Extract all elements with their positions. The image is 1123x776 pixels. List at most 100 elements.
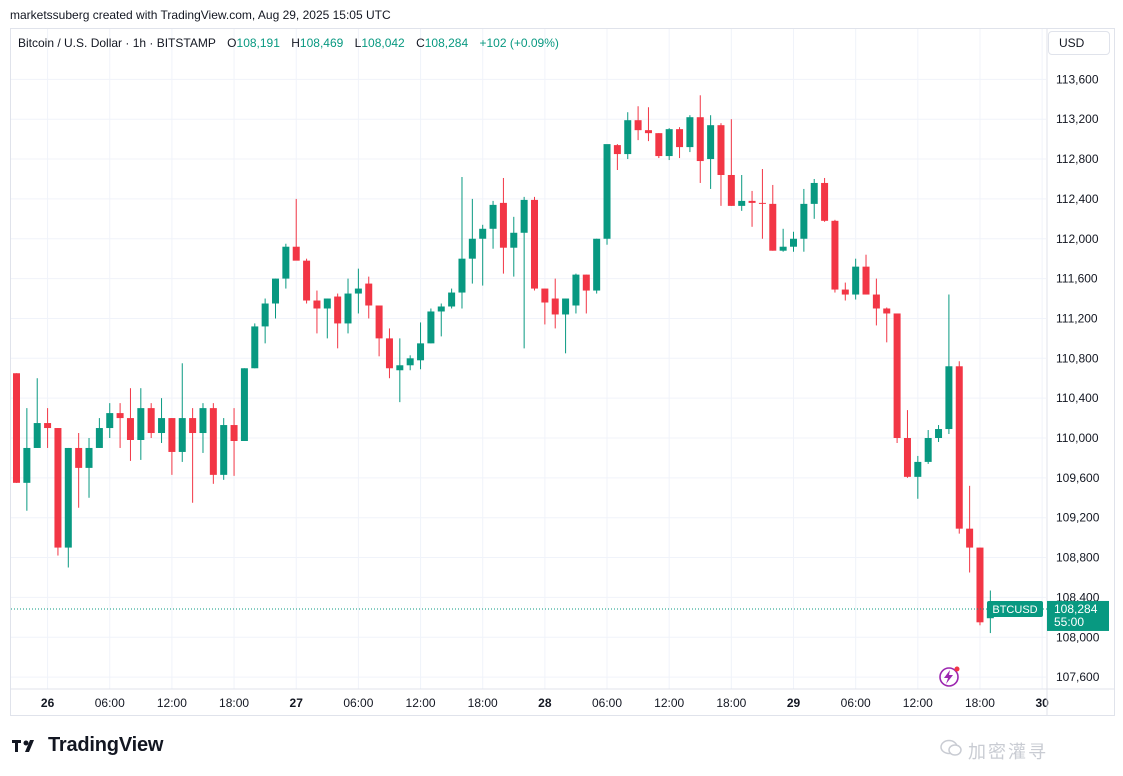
candle[interactable]	[893, 313, 901, 443]
candle[interactable]	[738, 174, 746, 211]
candle[interactable]	[800, 188, 808, 252]
candle[interactable]	[821, 177, 829, 222]
candle[interactable]	[33, 378, 41, 448]
candle[interactable]	[385, 328, 393, 379]
candle[interactable]	[158, 398, 166, 443]
candle[interactable]	[95, 418, 103, 448]
candle[interactable]	[748, 190, 756, 227]
candle[interactable]	[914, 455, 922, 499]
candle[interactable]	[251, 323, 259, 369]
replay-lightning-icon[interactable]	[939, 666, 960, 687]
candle[interactable]	[686, 115, 694, 153]
candle[interactable]	[292, 198, 300, 261]
candle[interactable]	[717, 123, 725, 206]
candle[interactable]	[758, 169, 766, 239]
candle[interactable]	[541, 288, 549, 325]
candle[interactable]	[126, 388, 134, 461]
tradingview-logo[interactable]: TradingView	[12, 734, 163, 757]
candle[interactable]	[810, 178, 818, 219]
candle[interactable]	[240, 368, 248, 441]
candle[interactable]	[582, 274, 590, 314]
candle[interactable]	[531, 196, 538, 291]
candle[interactable]	[282, 243, 290, 289]
candle[interactable]	[406, 355, 414, 371]
candle[interactable]	[696, 95, 704, 183]
candle[interactable]	[344, 278, 352, 334]
candle[interactable]	[334, 293, 342, 349]
candle[interactable]	[707, 115, 715, 189]
candle[interactable]	[75, 433, 83, 508]
candle[interactable]	[375, 305, 383, 357]
candle[interactable]	[903, 410, 911, 478]
candle[interactable]	[790, 231, 797, 252]
candle[interactable]	[230, 408, 238, 476]
candle[interactable]	[54, 428, 62, 556]
candle[interactable]	[178, 363, 186, 462]
candle[interactable]	[634, 106, 642, 141]
candle[interactable]	[769, 184, 777, 251]
candle[interactable]	[779, 228, 787, 252]
candle[interactable]	[189, 408, 197, 503]
candle[interactable]	[624, 112, 632, 160]
candle[interactable]	[510, 216, 518, 277]
candle[interactable]	[644, 107, 652, 142]
candle[interactable]	[665, 128, 673, 161]
candle[interactable]	[655, 133, 663, 159]
candle[interactable]	[955, 361, 963, 534]
candle[interactable]	[883, 307, 891, 343]
candle[interactable]	[13, 373, 20, 483]
candle[interactable]	[116, 403, 124, 448]
candle[interactable]	[499, 177, 507, 274]
currency-button[interactable]: USD	[1048, 31, 1110, 55]
candle[interactable]	[976, 547, 984, 626]
candle[interactable]	[727, 119, 735, 206]
candle[interactable]	[147, 403, 155, 438]
candle[interactable]	[261, 298, 269, 344]
candle[interactable]	[417, 322, 425, 370]
chart-frame[interactable]	[10, 28, 1115, 716]
candle[interactable]	[852, 258, 860, 300]
candle[interactable]	[935, 425, 943, 442]
candle[interactable]	[437, 303, 445, 337]
candle[interactable]	[365, 276, 373, 319]
candle[interactable]	[468, 198, 476, 284]
symbol-title[interactable]: Bitcoin / U.S. Dollar · 1h · BITSTAMP	[18, 36, 216, 50]
candle[interactable]	[676, 127, 684, 159]
candle[interactable]	[44, 408, 52, 448]
candle[interactable]	[458, 176, 466, 309]
candle[interactable]	[303, 258, 311, 304]
candle[interactable]	[168, 418, 176, 475]
candle[interactable]	[137, 388, 145, 460]
candle[interactable]	[64, 447, 72, 568]
candle[interactable]	[448, 288, 456, 309]
candle[interactable]	[966, 485, 974, 573]
candle[interactable]	[272, 278, 279, 319]
candle[interactable]	[862, 254, 870, 295]
candle[interactable]	[613, 144, 621, 171]
candle[interactable]	[479, 224, 487, 286]
candle[interactable]	[199, 403, 207, 453]
candle[interactable]	[872, 278, 880, 326]
candle[interactable]	[593, 238, 601, 294]
candle[interactable]	[323, 298, 331, 339]
candle[interactable]	[23, 408, 31, 511]
candle[interactable]	[562, 298, 570, 354]
candle[interactable]	[85, 438, 93, 498]
candle[interactable]	[209, 403, 217, 484]
candle[interactable]	[396, 338, 404, 403]
candle[interactable]	[603, 144, 611, 245]
candle[interactable]	[313, 290, 321, 334]
candle[interactable]	[945, 294, 953, 435]
candle[interactable]	[551, 278, 559, 329]
candle[interactable]	[520, 196, 528, 349]
candle[interactable]	[831, 219, 839, 293]
candle[interactable]	[106, 403, 114, 438]
candle[interactable]	[427, 308, 435, 344]
candle[interactable]	[220, 418, 228, 480]
candle[interactable]	[841, 282, 849, 301]
candle[interactable]	[354, 268, 362, 314]
candle[interactable]	[572, 273, 580, 314]
candle[interactable]	[489, 200, 497, 249]
candle[interactable]	[924, 430, 932, 464]
